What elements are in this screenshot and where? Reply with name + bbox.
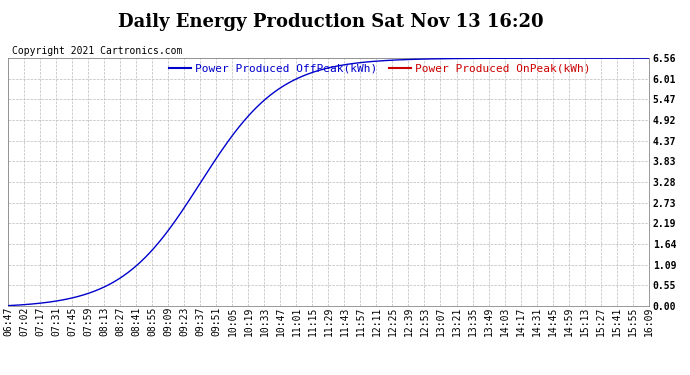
Text: Daily Energy Production Sat Nov 13 16:20: Daily Energy Production Sat Nov 13 16:20 — [119, 13, 544, 31]
Text: Copyright 2021 Cartronics.com: Copyright 2021 Cartronics.com — [12, 46, 182, 56]
Legend: Power Produced OffPeak(kWh), Power Produced OnPeak(kWh): Power Produced OffPeak(kWh), Power Produ… — [168, 64, 591, 74]
